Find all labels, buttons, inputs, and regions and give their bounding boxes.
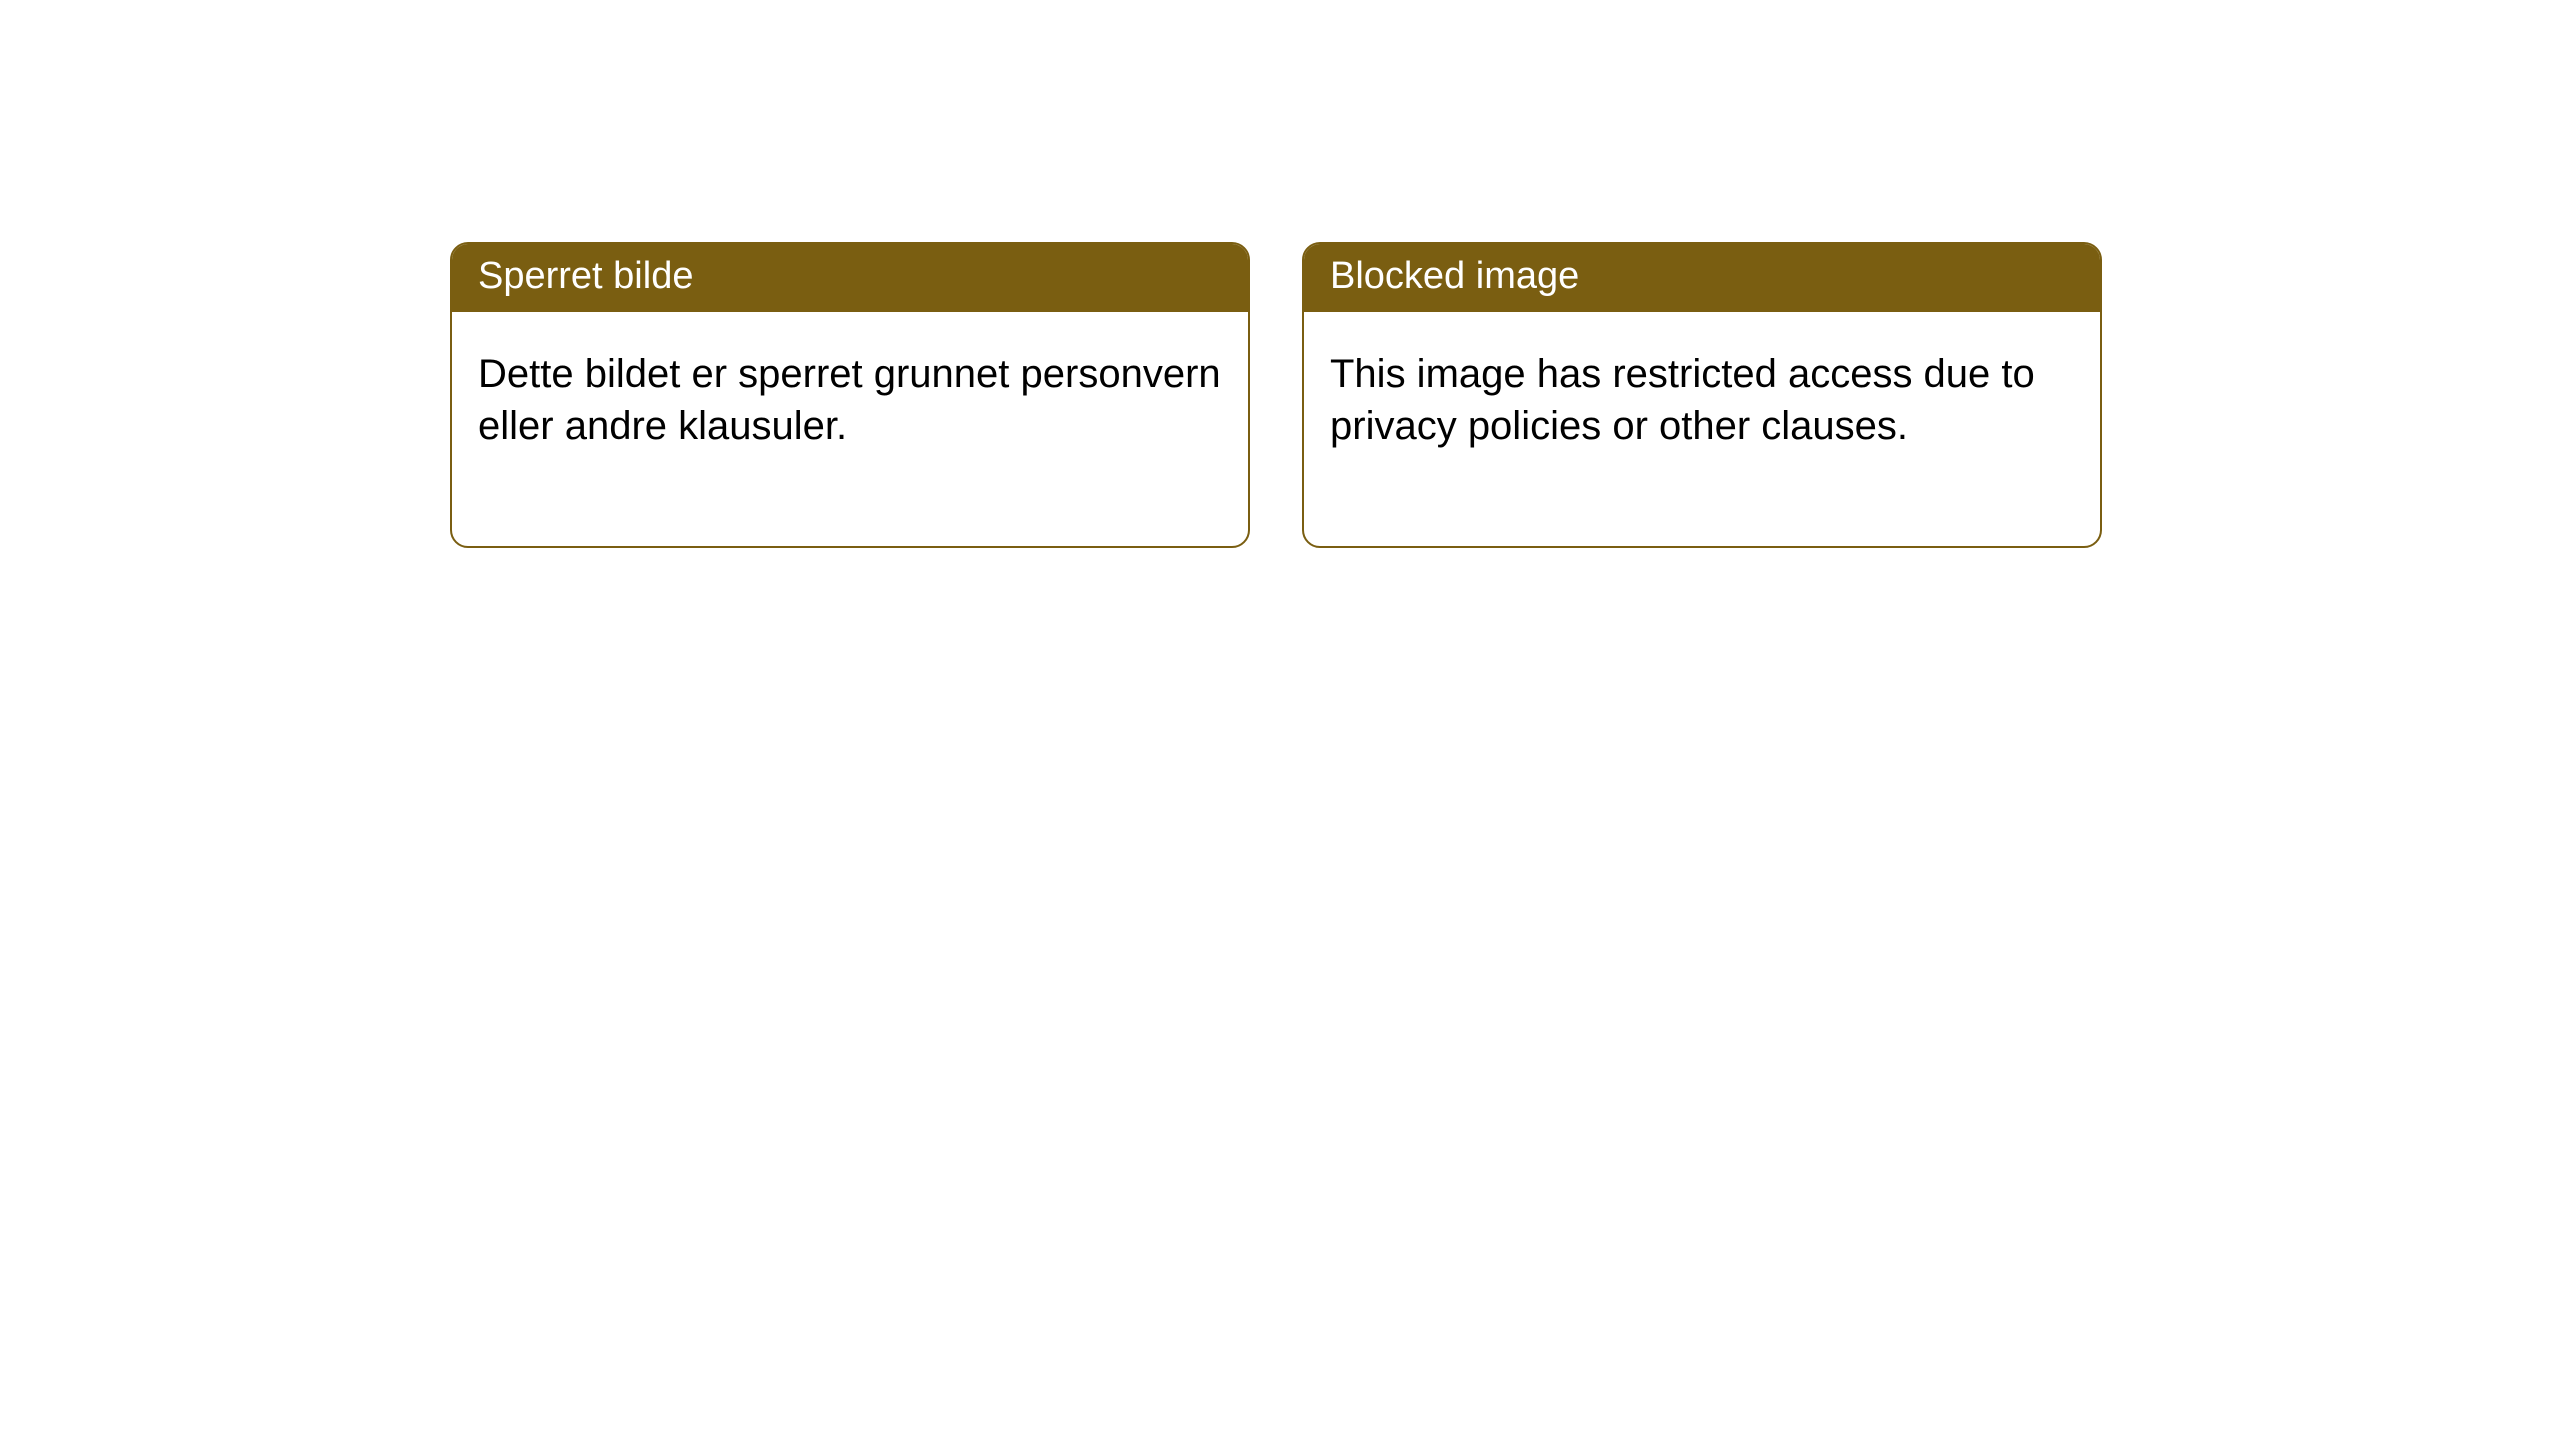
notice-header: Blocked image: [1304, 244, 2100, 312]
notice-container: Sperret bilde Dette bildet er sperret gr…: [0, 0, 2560, 548]
notice-box-english: Blocked image This image has restricted …: [1302, 242, 2102, 548]
notice-body: This image has restricted access due to …: [1304, 312, 2100, 546]
notice-body: Dette bildet er sperret grunnet personve…: [452, 312, 1248, 546]
notice-header: Sperret bilde: [452, 244, 1248, 312]
notice-box-norwegian: Sperret bilde Dette bildet er sperret gr…: [450, 242, 1250, 548]
